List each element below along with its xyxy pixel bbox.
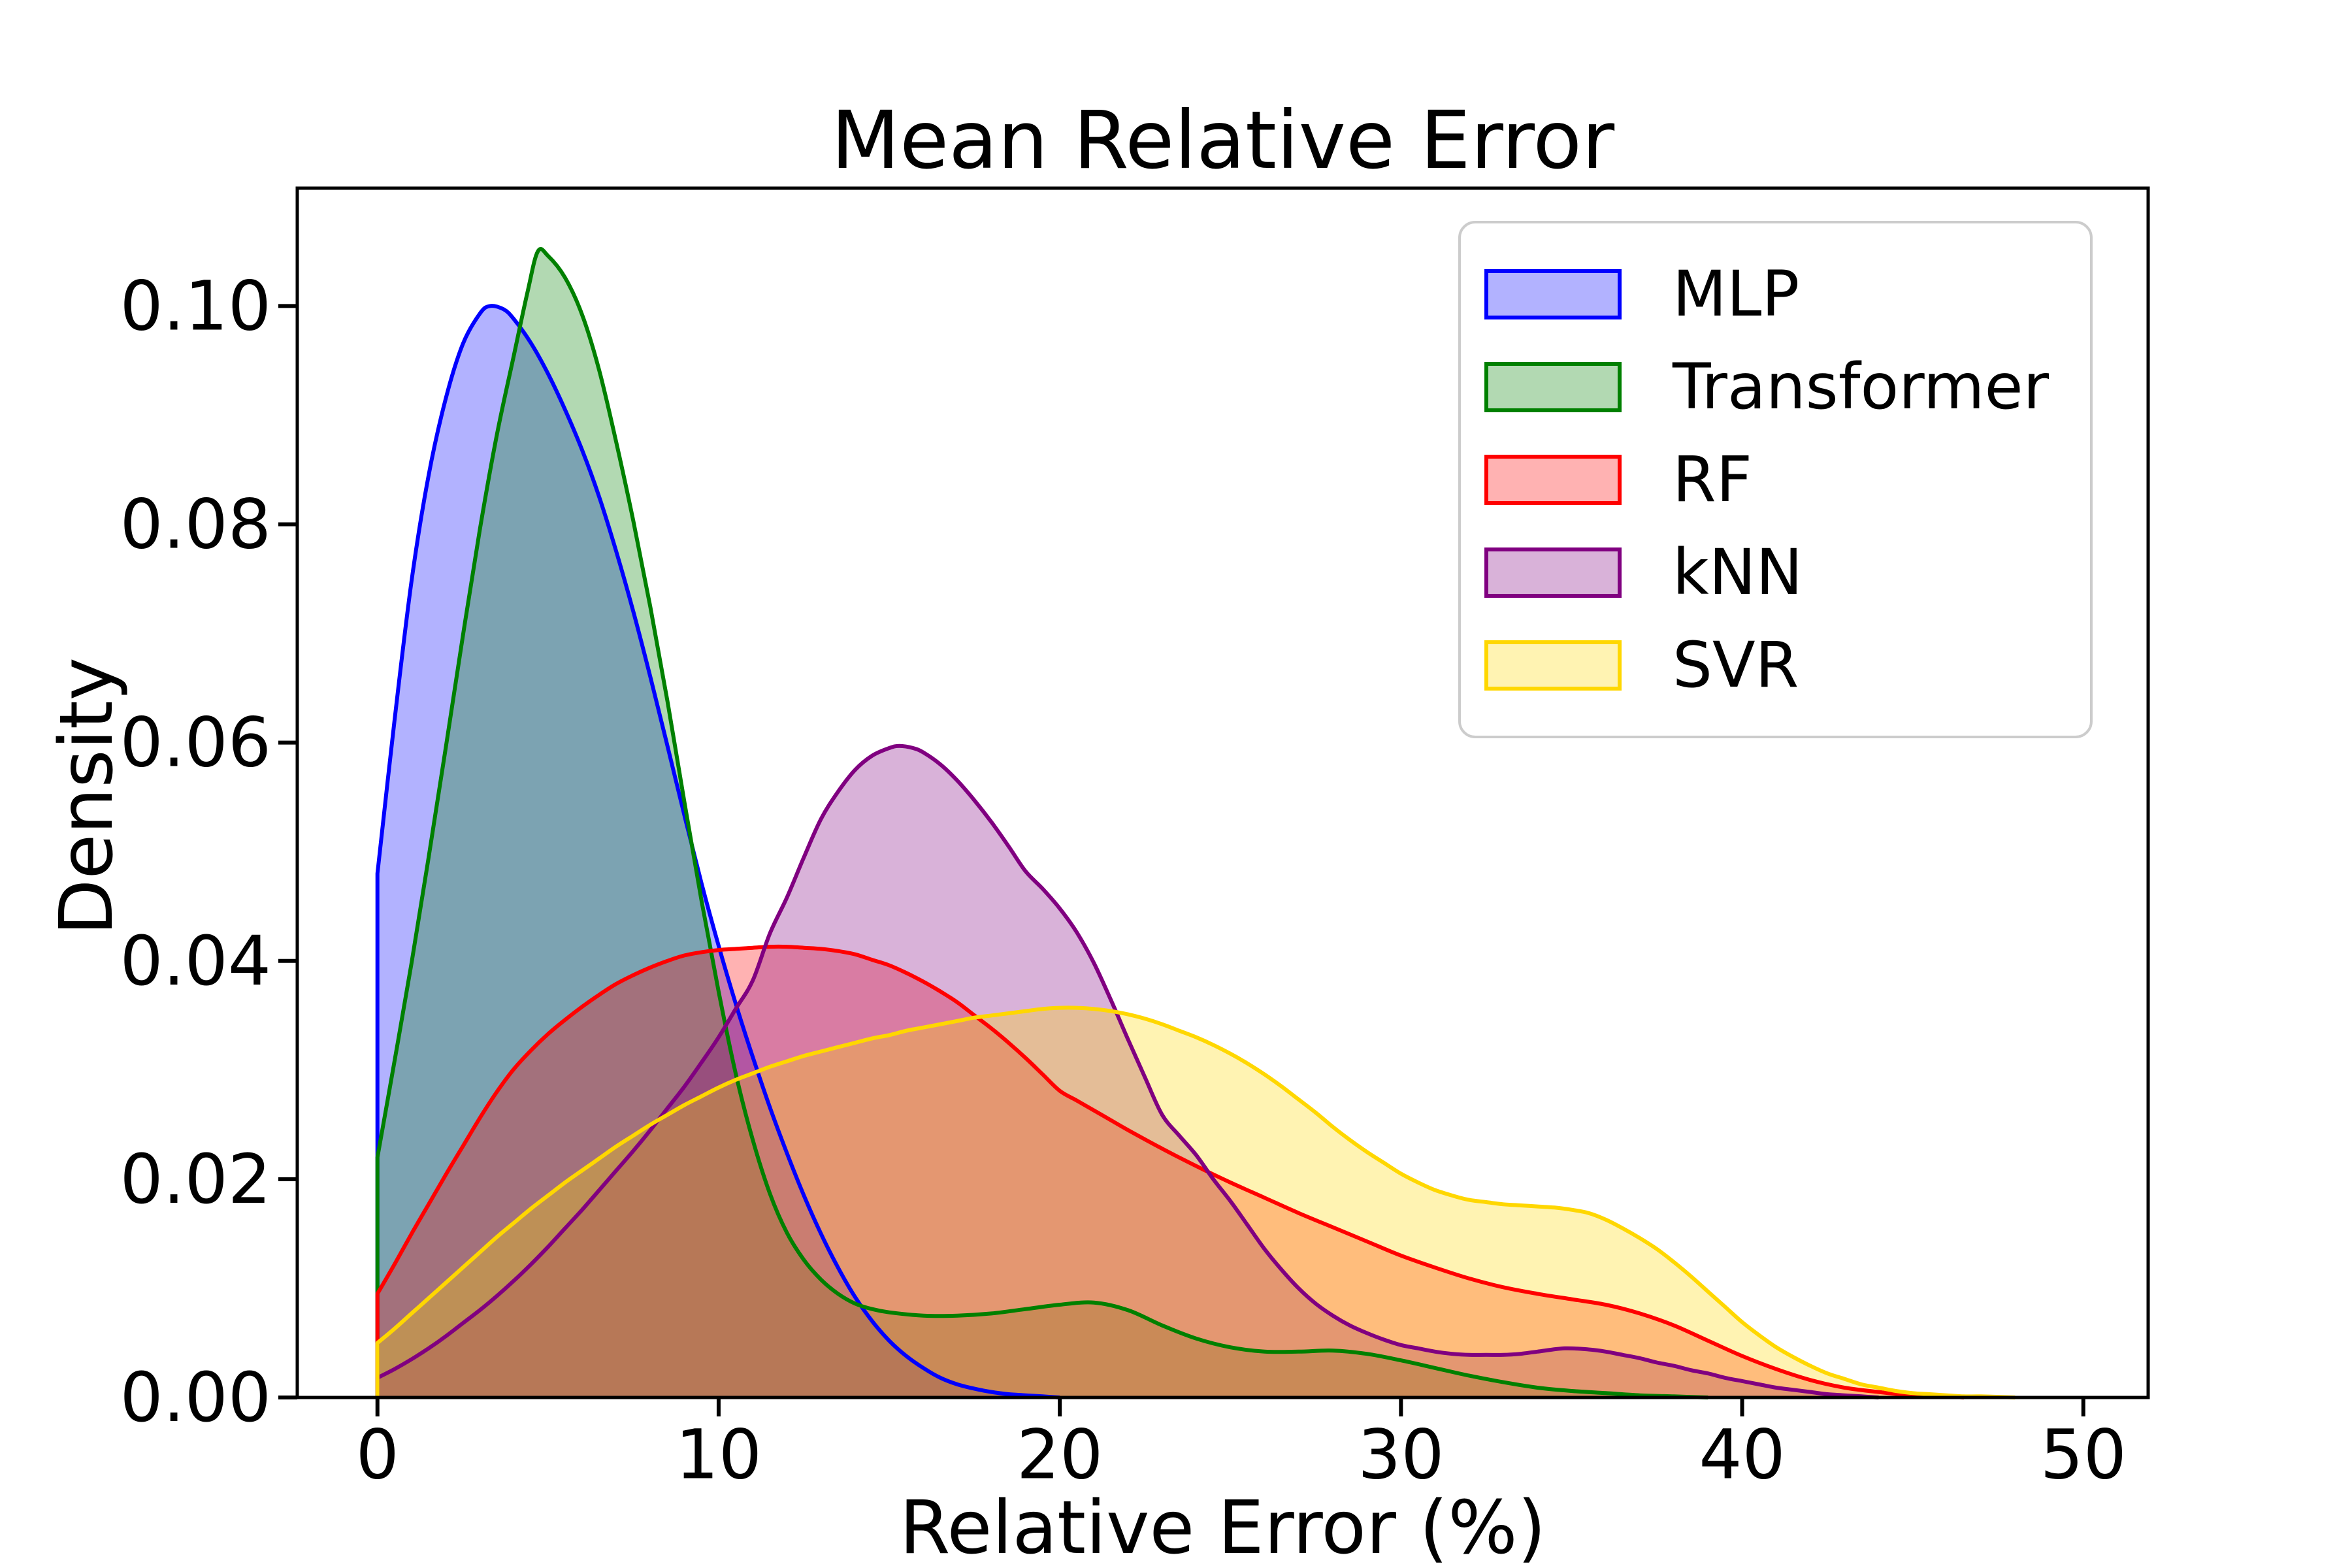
svg-text:50: 50 xyxy=(2040,1415,2127,1495)
plot-fills xyxy=(377,249,2016,1398)
legend-label-transformer: Transformer xyxy=(1673,350,2050,423)
svg-text:0: 0 xyxy=(356,1415,399,1495)
y-axis-label: Density xyxy=(44,657,129,936)
legend-swatch-knn xyxy=(1484,547,1622,598)
svg-text:0.00: 0.00 xyxy=(120,1358,271,1437)
svg-text:20: 20 xyxy=(1017,1415,1103,1495)
legend-label-rf: RF xyxy=(1673,443,1752,516)
svg-text:0.04: 0.04 xyxy=(120,921,271,1001)
legend: MLP Transformer RF kNN SVR xyxy=(1458,221,2093,738)
x-axis-label: Relative Error (%) xyxy=(899,1486,1546,1568)
legend-label-svr: SVR xyxy=(1673,629,1799,702)
legend-item-transformer: Transformer xyxy=(1484,355,2077,418)
legend-swatch-svr xyxy=(1484,640,1622,691)
legend-item-svr: SVR xyxy=(1484,634,2077,696)
chart-title: Mean Relative Error xyxy=(830,94,1615,187)
legend-label-mlp: MLP xyxy=(1673,257,1800,331)
svg-text:30: 30 xyxy=(1358,1415,1444,1495)
x-axis-ticks: 0 10 20 30 40 50 xyxy=(356,1397,2127,1495)
legend-swatch-transformer xyxy=(1484,361,1622,412)
legend-item-knn: kNN xyxy=(1484,541,2077,604)
axes-spines xyxy=(295,186,2150,1399)
svg-text:10: 10 xyxy=(676,1415,762,1495)
legend-label-knn: kNN xyxy=(1673,536,1803,609)
legend-swatch-rf xyxy=(1484,454,1622,505)
svg-text:0.02: 0.02 xyxy=(120,1139,271,1219)
legend-item-mlp: MLP xyxy=(1484,263,2077,325)
svg-text:0.08: 0.08 xyxy=(120,485,271,564)
y-axis-ticks: 0.00 0.02 0.04 0.06 0.08 0.10 xyxy=(120,266,297,1437)
plot-lines xyxy=(375,247,2016,1399)
svg-text:40: 40 xyxy=(1699,1415,1785,1495)
svg-text:0.06: 0.06 xyxy=(120,703,271,783)
legend-swatch-mlp xyxy=(1484,269,1622,319)
svg-text:0.10: 0.10 xyxy=(120,266,271,346)
legend-item-rf: RF xyxy=(1484,448,2077,511)
